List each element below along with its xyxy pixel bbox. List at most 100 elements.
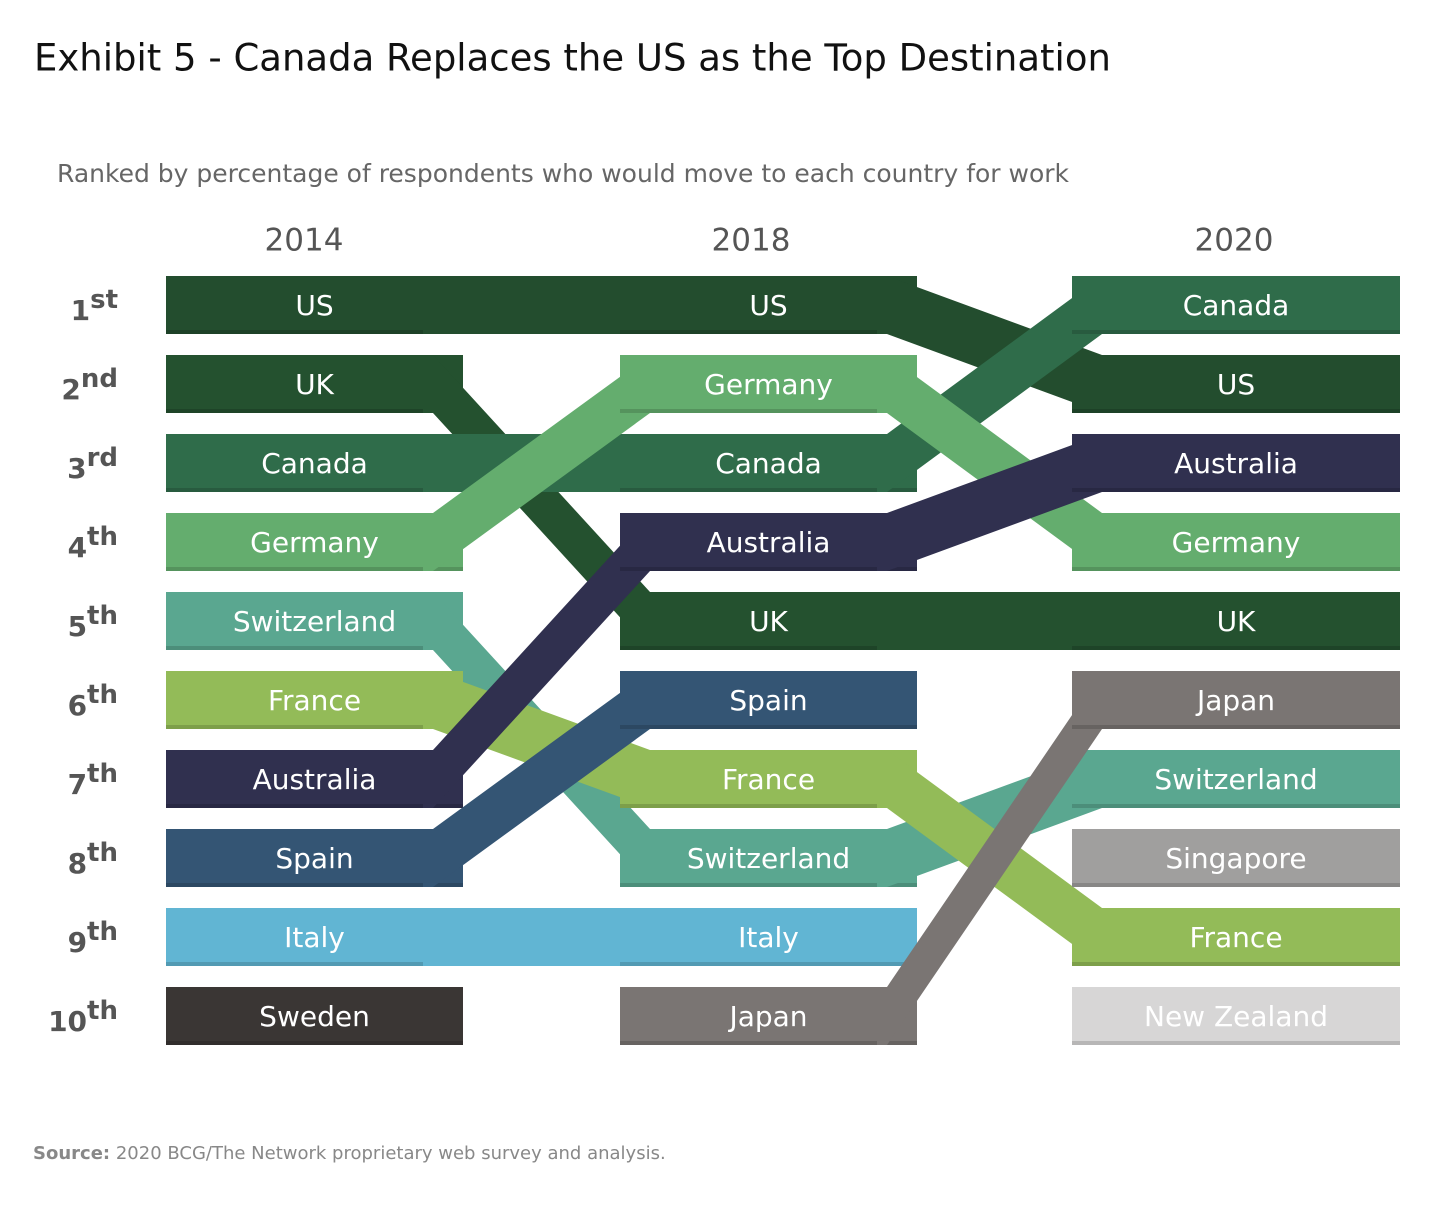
rank-number: 1 (71, 294, 90, 327)
block-edge (1072, 962, 1400, 966)
chart-subtitle: Ranked by percentage of respondents who … (57, 159, 1070, 188)
country-label: France (1189, 921, 1282, 954)
series-band (620, 671, 1400, 1045)
block-edge (620, 1041, 917, 1045)
country-label: Australia (707, 526, 831, 559)
block-edge (1072, 1041, 1400, 1045)
block-edge (620, 883, 917, 887)
block-edge (166, 409, 463, 413)
connector (423, 908, 660, 966)
source: Source: 2020 BCG/The Network proprietary… (33, 1143, 666, 1164)
country-label: Switzerland (233, 605, 396, 638)
country-label: Australia (1174, 447, 1298, 480)
country-label: France (268, 684, 361, 717)
rank-block (166, 434, 463, 492)
rank-label: 7th (68, 759, 118, 802)
country-label: Japan (1195, 684, 1275, 717)
rank-suffix: th (87, 601, 118, 631)
column-label: 2018 (712, 223, 791, 259)
country-label: Australia (253, 763, 377, 796)
rank-block (620, 592, 917, 650)
block-edge (620, 330, 917, 334)
block-edge (166, 567, 463, 571)
country-label: US (1217, 368, 1255, 401)
rank-block (1072, 908, 1400, 966)
rank-block (1072, 513, 1400, 571)
country-label: Singapore (1165, 842, 1306, 875)
block-edge (620, 804, 917, 808)
country-label: Spain (275, 842, 353, 875)
rank-number: 3 (67, 452, 86, 485)
country-label: Canada (1183, 289, 1290, 322)
column-label: 2014 (265, 223, 344, 259)
rank-block (166, 513, 463, 571)
country-label: New Zealand (1144, 1000, 1328, 1033)
rank-block (620, 355, 917, 413)
country-label: Germany (704, 368, 833, 401)
rank-block (166, 908, 463, 966)
block-edge (1072, 488, 1400, 492)
rank-block (620, 750, 917, 808)
block-edge (620, 409, 917, 413)
country-label: Germany (250, 526, 379, 559)
rank-suffix: th (87, 996, 118, 1026)
connector (877, 671, 1112, 1045)
connector (423, 671, 660, 887)
block-edge (620, 962, 917, 966)
rank-block (620, 513, 917, 571)
block-edge (620, 725, 917, 729)
rank-block (1072, 276, 1400, 334)
block-edge (620, 488, 917, 492)
rank-label: 3rd (67, 443, 118, 486)
block-edge (1072, 567, 1400, 571)
block-edge (166, 1041, 463, 1045)
country-label: US (295, 289, 333, 322)
rank-suffix: th (87, 759, 118, 789)
block-edge (1072, 804, 1400, 808)
rank-block (166, 829, 463, 887)
rank-number: 10 (48, 1005, 87, 1038)
series-band (166, 355, 1400, 571)
connector (877, 434, 1112, 571)
country-label: Japan (727, 1000, 807, 1033)
rank-number: 5 (68, 610, 87, 643)
country-label: UK (749, 605, 788, 638)
rank-block (620, 908, 917, 966)
block-edge (1072, 409, 1400, 413)
block-edge (1072, 330, 1400, 334)
block-edge (620, 646, 917, 650)
rank-block (166, 355, 463, 413)
series-band (166, 671, 917, 887)
block-edge (1072, 646, 1400, 650)
country-label: Germany (1172, 526, 1301, 559)
block-edge (1072, 883, 1400, 887)
connector (877, 592, 1112, 650)
country-label: Canada (261, 447, 368, 480)
rank-label: 1st (71, 285, 118, 328)
rank-block (166, 987, 463, 1045)
rank-suffix: th (87, 917, 118, 947)
rank-block (166, 592, 463, 650)
block-edge (166, 804, 463, 808)
block-edge (166, 330, 463, 334)
rank-block (166, 671, 463, 729)
country-label: Canada (715, 447, 822, 480)
series-band (166, 355, 1400, 650)
source-text: 2020 BCG/The Network proprietary web sur… (110, 1143, 666, 1164)
series-band (166, 908, 917, 966)
block-edge (166, 962, 463, 966)
rank-block (620, 671, 917, 729)
rank-block (620, 987, 917, 1045)
rank-block (1072, 355, 1400, 413)
chart-title: Exhibit 5 - Canada Replaces the US as th… (34, 37, 1111, 80)
block-edge (166, 883, 463, 887)
rank-block (1072, 434, 1400, 492)
rank-block (1072, 671, 1400, 729)
column-label: 2020 (1195, 223, 1274, 259)
rank-number: 7 (68, 768, 87, 801)
connector (423, 355, 660, 571)
rank-label: 6th (68, 680, 118, 723)
rank-block (1072, 750, 1400, 808)
series-band (1072, 987, 1400, 1045)
country-label: Sweden (259, 1000, 370, 1033)
